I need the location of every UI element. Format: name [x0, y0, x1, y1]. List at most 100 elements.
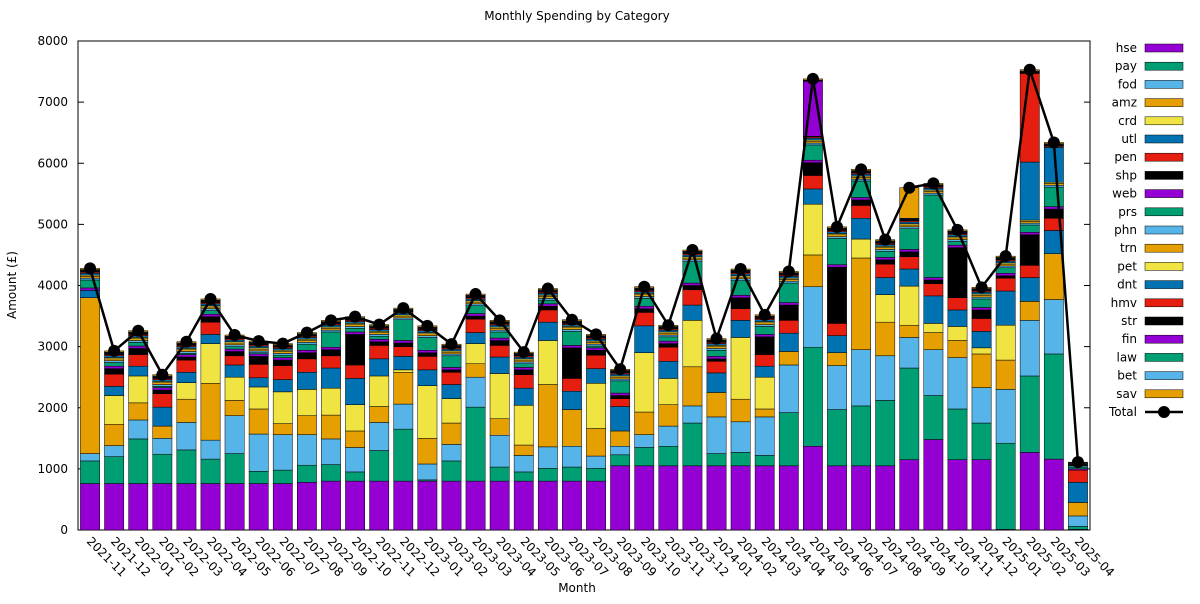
bar-segment: [104, 358, 125, 361]
legend-swatch: [1144, 207, 1184, 217]
bar-segment: [224, 415, 245, 454]
total-point: [782, 265, 795, 278]
bar-segment: [128, 438, 149, 484]
bar-segment: [272, 359, 293, 366]
total-point: [975, 281, 988, 294]
bar-segment: [489, 356, 510, 374]
total-point: [469, 288, 482, 301]
bar-segment: [441, 351, 462, 355]
legend-swatch: [1144, 80, 1184, 89]
bar-segment: [586, 468, 606, 482]
bar-segment: [248, 483, 269, 531]
bar-segment: [489, 340, 510, 346]
legend-label: shp: [1116, 168, 1137, 182]
bar-segment: [297, 342, 317, 345]
legend-swatch: [1144, 134, 1184, 144]
total-point: [228, 329, 241, 342]
bar-segment: [513, 387, 534, 406]
bar-segment: [586, 347, 606, 351]
bar-segment: [537, 468, 558, 482]
bar-segment: [923, 277, 944, 281]
total-point: [84, 262, 97, 275]
bar-segment: [345, 364, 365, 379]
total-point: [180, 335, 193, 348]
bar-segment: [297, 464, 317, 483]
bar-segment: [923, 283, 944, 297]
bar-segment: [971, 298, 992, 308]
bar-segment: [971, 307, 992, 311]
legend-swatch: [1144, 316, 1184, 326]
bar-segment: [272, 365, 293, 380]
total-point: [156, 368, 169, 381]
bar-segment: [875, 263, 896, 278]
bar-segment: [297, 352, 317, 360]
bar-segment: [875, 277, 896, 295]
bar-segment: [176, 372, 197, 383]
bar-segment: [634, 465, 655, 531]
bar-segment: [297, 434, 317, 466]
bar-segment: [875, 355, 896, 401]
bar-segment: [610, 376, 631, 380]
bar-segment: [803, 144, 823, 161]
bar-segment: [272, 353, 293, 356]
bar-segment: [706, 358, 727, 362]
bar-segment: [465, 480, 486, 531]
bar-segment: [200, 343, 221, 384]
bar-segment: [1068, 469, 1088, 483]
bar-segment: [947, 237, 968, 240]
bar-segment: [441, 480, 462, 531]
bar-segment: [224, 344, 245, 347]
bar-segment: [537, 309, 558, 323]
bar-segment: [176, 359, 197, 373]
bar-segment: [610, 406, 631, 432]
bar-segment: [971, 422, 992, 460]
bar-segment: [465, 363, 486, 378]
total-point: [855, 163, 868, 176]
bar-segment: [803, 254, 823, 287]
bar-segment: [465, 406, 486, 482]
bar-segment: [152, 438, 173, 455]
bar-segment: [851, 178, 871, 182]
total-point: [445, 338, 458, 351]
bar-segment: [971, 295, 992, 298]
bar-segment: [995, 389, 1016, 444]
bar-segment: [417, 352, 438, 357]
bar-segment: [176, 354, 197, 358]
bar-segment: [345, 447, 365, 473]
bar-segment: [393, 342, 414, 347]
bar-segment: [995, 277, 1016, 292]
bar-segment: [417, 333, 438, 336]
bar-segment: [875, 251, 896, 258]
bar-segment: [682, 422, 703, 467]
bar-segment: [658, 332, 679, 336]
legend-swatch: [1144, 98, 1184, 107]
y-tick-label: 3000: [37, 340, 68, 354]
bar-segment: [803, 286, 823, 348]
bar-segment: [995, 267, 1016, 274]
bar-segment: [369, 332, 390, 335]
bar-segment: [682, 257, 703, 261]
bar-segment: [1019, 452, 1040, 531]
bar-segment: [248, 350, 269, 353]
bar-segment: [923, 332, 944, 350]
bar-segment: [562, 409, 582, 447]
bar-segment: [730, 320, 751, 338]
bar-segment: [827, 335, 847, 353]
bar-segment: [369, 341, 390, 346]
bar-segment: [393, 372, 414, 405]
bar-segment: [272, 354, 293, 358]
bar-segment: [297, 350, 317, 353]
bar-segment: [393, 356, 414, 371]
bar-segment: [730, 398, 751, 423]
bar-segment: [754, 465, 775, 531]
bar-segment: [128, 338, 149, 341]
bar-segment: [80, 483, 100, 531]
bar-segment: [321, 414, 341, 440]
bar-segment: [200, 313, 221, 317]
bar-segment: [730, 295, 751, 298]
bar-segment: [128, 402, 149, 421]
bar-segment: [321, 480, 341, 531]
bar-segment: [778, 364, 799, 413]
y-tick-label: 6000: [37, 156, 68, 170]
